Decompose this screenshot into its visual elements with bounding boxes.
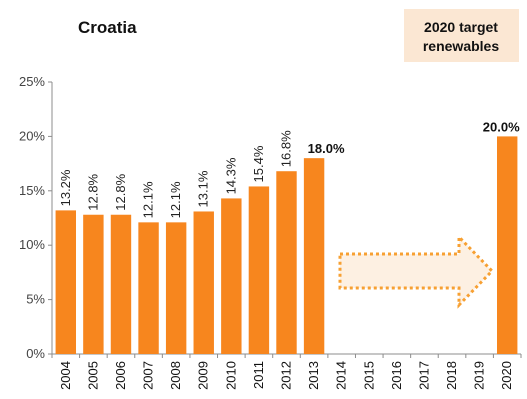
x-tick-label: 2019 — [472, 361, 487, 390]
bars — [55, 136, 518, 354]
bar — [165, 222, 187, 354]
data-label: 12.8% — [85, 173, 100, 210]
y-tick-label: 15% — [19, 183, 45, 198]
y-tick-label: 25% — [19, 74, 45, 89]
chart-title: Croatia — [78, 18, 137, 37]
data-label: 12.8% — [113, 173, 128, 210]
data-label: 12.1% — [141, 181, 156, 218]
x-axis: 2004 2005 2006 2007 2008 2009 2010 2011 2012 2013… — [51, 353, 522, 390]
target-box — [404, 9, 519, 62]
x-tick-label: 2017 — [416, 361, 431, 390]
y-axis: 0% 5% 10% 15% 20% 25% — [19, 74, 53, 361]
value-labels: 13.2% 12.8% 12.8% 12.1% 12.1% 13.1% 14.3% 15.4%… — [58, 119, 520, 218]
y-tick-label: 0% — [26, 346, 45, 361]
x-tick-label: 2008 — [168, 361, 183, 390]
bar — [138, 222, 159, 354]
data-label: 16.8% — [279, 130, 294, 167]
data-label: 13.1% — [196, 170, 211, 207]
bar — [276, 171, 297, 354]
x-tick-label: 2018 — [444, 361, 459, 390]
y-tick-label: 5% — [26, 292, 45, 307]
x-tick-label: 2013 — [306, 361, 321, 390]
data-label: 18.0% — [308, 141, 345, 156]
target-arrow-icon — [338, 233, 495, 309]
x-tick-label: 2004 — [58, 361, 73, 390]
data-label: 12.1% — [168, 181, 183, 218]
x-tick-label: 2014 — [334, 361, 349, 390]
x-tick-label: 2016 — [389, 361, 404, 390]
x-tick-label: 2005 — [85, 361, 100, 390]
y-tick-label: 20% — [19, 128, 45, 143]
x-tick-label: 2015 — [361, 361, 376, 390]
x-tick-label: 2007 — [141, 361, 156, 390]
x-tick-label: 2020 — [499, 361, 514, 390]
target-box-line2: renewables — [423, 38, 499, 54]
data-label: 13.2% — [58, 169, 73, 206]
target-box-line1: 2020 target — [424, 19, 498, 35]
bar — [55, 210, 77, 354]
bar — [303, 158, 325, 354]
data-label: 20.0% — [483, 119, 520, 134]
x-tick-label: 2012 — [279, 361, 294, 390]
x-tick-label: 2009 — [196, 361, 211, 390]
data-label: 15.4% — [251, 145, 266, 182]
bar — [221, 198, 242, 354]
bar — [110, 214, 132, 354]
bar — [83, 214, 104, 354]
bar — [193, 211, 214, 354]
x-tick-label: 2006 — [113, 361, 128, 390]
x-tick-label: 2011 — [251, 361, 266, 389]
y-tick-label: 10% — [19, 237, 45, 252]
target-arrow — [338, 233, 495, 309]
bar — [496, 136, 518, 354]
data-label: 14.3% — [223, 157, 238, 194]
bar — [248, 186, 270, 354]
x-tick-label: 2010 — [223, 361, 238, 390]
